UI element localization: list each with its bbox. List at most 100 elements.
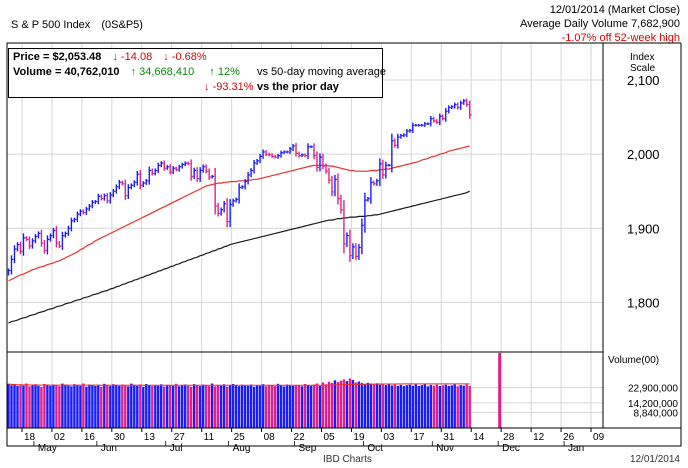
volume-bar — [288, 385, 292, 428]
up-arrow-icon: ↑ — [209, 66, 215, 78]
volume-bar — [363, 384, 367, 428]
sma200-line — [8, 190, 470, 324]
volume-bar — [384, 385, 388, 428]
price-bar — [271, 153, 275, 159]
price-tick-label: 1,900 — [627, 221, 660, 236]
volume-bar — [273, 386, 277, 428]
volume-bar — [196, 385, 199, 428]
price-bar — [211, 174, 215, 179]
volume-bar — [342, 379, 346, 428]
date-tick-label: 16 — [84, 432, 96, 443]
volume-bar — [258, 385, 262, 428]
month-label: Jul — [170, 443, 183, 454]
volume-bar — [184, 384, 187, 428]
price-bar — [373, 180, 376, 186]
volume-bar — [145, 384, 148, 428]
price-bar — [142, 181, 146, 188]
price-bar — [181, 162, 185, 169]
volume-bar — [306, 385, 310, 428]
price-bar — [388, 163, 391, 167]
date-axis-border — [6, 427, 682, 447]
volume-bar — [333, 380, 337, 428]
date-tick-label: 27 — [174, 432, 186, 443]
volume-bar — [465, 384, 468, 428]
volume-bar — [163, 386, 166, 428]
price-bar — [445, 108, 448, 122]
volume-bar — [85, 386, 88, 428]
date-tick-label: 31 — [443, 432, 455, 443]
price-bar — [424, 122, 427, 127]
date-tick-label: 28 — [503, 432, 515, 443]
volume-bar — [37, 385, 40, 428]
price-bar — [343, 200, 346, 254]
month-label: Sep — [298, 443, 316, 454]
volume-bar — [82, 383, 85, 428]
volume-bar — [393, 384, 396, 428]
price-bar — [337, 173, 340, 205]
volume-bar — [61, 383, 64, 428]
price-bar — [121, 180, 125, 186]
price-bar — [418, 123, 421, 127]
volume-bar — [228, 385, 232, 428]
price-bar — [157, 162, 161, 174]
price-bar — [331, 175, 334, 197]
date-tick-label: 12 — [533, 432, 545, 443]
price-bar — [139, 170, 143, 190]
volume-bar — [435, 384, 438, 428]
price-bar — [88, 203, 92, 212]
price-bar — [289, 146, 293, 154]
volume-bar — [202, 384, 205, 428]
sma50-path — [8, 145, 470, 282]
price-bar — [148, 166, 152, 185]
volume-bar — [429, 384, 432, 428]
price-tick-label: 2,100 — [627, 73, 660, 88]
price-bar — [367, 196, 370, 202]
date-tick-label: 22 — [294, 432, 306, 443]
volume-bar — [246, 385, 250, 428]
volume-bar — [181, 385, 184, 428]
volume-bar — [372, 384, 376, 428]
volume-bar — [309, 385, 313, 428]
volume-bar — [25, 383, 28, 428]
footer-source: IBD Charts — [323, 454, 372, 465]
volume-bars — [7, 353, 502, 428]
volume-bar — [312, 384, 316, 428]
price-bar — [280, 150, 284, 158]
price-bar — [214, 167, 218, 215]
volume-bar — [97, 384, 100, 428]
volume-bar — [357, 381, 361, 428]
price-bar — [307, 143, 310, 160]
price-bar — [61, 231, 65, 250]
price-bar — [52, 227, 56, 239]
price-bar — [346, 232, 349, 248]
volume-bar — [447, 385, 450, 428]
volume-bar — [19, 384, 22, 428]
volume-bar — [28, 386, 31, 428]
volume-bar — [432, 385, 435, 428]
volume-bar — [43, 384, 46, 428]
price-bar — [94, 200, 98, 204]
price-bar — [91, 200, 95, 209]
price-bar — [415, 123, 418, 127]
price-bar — [127, 184, 131, 199]
volume-bar — [178, 386, 181, 428]
price-bar — [316, 151, 319, 172]
volume-bar — [73, 384, 76, 428]
price-bar — [241, 185, 245, 190]
price-bar — [349, 229, 352, 262]
price-bar — [412, 122, 415, 134]
volume-bar — [208, 385, 211, 428]
volume-axis-label: Volume(00) — [608, 355, 660, 366]
grid — [7, 43, 603, 428]
price-bar — [277, 153, 281, 159]
volume-bar — [294, 384, 298, 428]
price-bar — [451, 105, 454, 109]
month-label: Aug — [233, 443, 251, 454]
volume-bar — [22, 385, 25, 428]
volume-bar — [214, 386, 217, 428]
volume-bar — [115, 385, 118, 428]
volume-bar — [315, 383, 319, 428]
price-bar — [34, 234, 38, 244]
price-bar — [10, 255, 14, 275]
